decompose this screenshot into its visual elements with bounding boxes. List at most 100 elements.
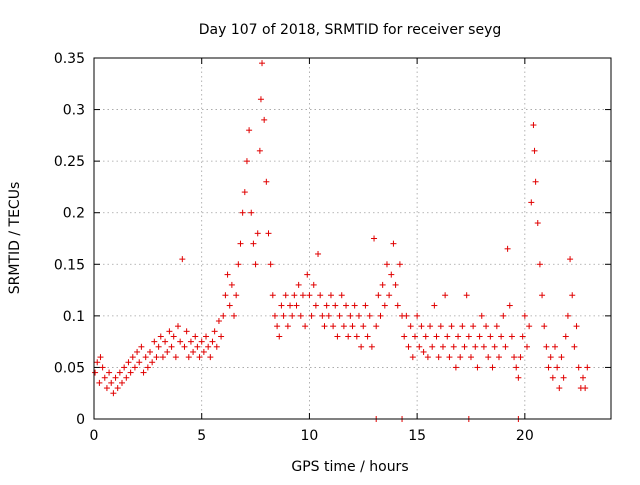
data-point [110,390,117,397]
data-point [439,343,446,350]
data-point [371,235,378,242]
data-point [92,369,99,376]
data-point [138,343,145,350]
data-point [304,271,311,278]
data-point [383,261,390,268]
data-point [134,348,141,355]
data-point [452,364,459,371]
data-points [92,60,591,422]
data-point [121,364,128,371]
y-axis-label: SRMTID / TECUs [7,182,23,295]
data-point [547,354,554,361]
data-point [556,385,563,392]
data-point [467,354,474,361]
data-point [495,354,502,361]
data-point [205,343,212,350]
data-point [94,359,101,366]
data-point [315,250,322,257]
data-point [287,302,294,309]
data-point [151,338,158,345]
data-point [528,199,535,206]
data-point [442,292,449,299]
y-tick-label: 0.35 [54,51,85,67]
data-point [364,333,371,340]
data-point [187,338,194,345]
data-point [416,343,423,350]
data-point [274,323,281,330]
data-point [297,312,304,319]
data-point [323,302,330,309]
x-tick-label: 10 [301,428,319,444]
data-point [179,256,186,263]
data-point [506,302,513,309]
data-point [437,323,444,330]
data-point [159,354,166,361]
data-point [291,292,298,299]
data-point [222,292,229,299]
data-point [418,323,425,330]
y-tick-label: 0.25 [54,154,85,170]
data-point [233,292,240,299]
data-point [164,348,171,355]
data-point [172,354,179,361]
data-point [140,369,147,376]
data-point [99,364,106,371]
data-point [162,338,169,345]
data-point [147,348,154,355]
data-point [351,302,358,309]
data-point [411,333,418,340]
data-point [373,323,380,330]
data-point [508,333,515,340]
data-point [282,292,289,299]
y-tick-label: 0 [76,412,85,428]
data-point [190,348,197,355]
data-point [347,312,354,319]
data-point [306,292,313,299]
data-point [276,333,283,340]
data-point [491,343,498,350]
data-point [330,323,337,330]
data-point [543,343,550,350]
data-point [284,323,291,330]
data-point [263,178,270,185]
data-point [573,323,580,330]
data-point [218,333,225,340]
data-point [511,354,518,361]
data-point [325,312,332,319]
data-point [531,147,538,154]
data-point [123,374,130,381]
data-point [485,354,492,361]
data-point [478,312,485,319]
data-point [360,323,367,330]
y-tick-label: 0.05 [54,360,85,376]
data-point [243,158,250,165]
data-point [265,230,272,237]
data-point [196,354,203,361]
data-point [429,343,436,350]
data-point [280,312,287,319]
data-point [515,374,522,381]
data-point [192,333,199,340]
data-point [96,379,103,386]
data-point [220,312,227,319]
data-point [211,328,218,335]
data-point [181,343,188,350]
data-point [474,364,481,371]
data-point [569,292,576,299]
data-point [170,333,177,340]
data-point [103,385,110,392]
data-point [299,292,306,299]
data-point [125,359,132,366]
data-point [261,116,268,123]
data-point [541,323,548,330]
data-point [394,302,401,309]
data-point [571,343,578,350]
data-point [127,369,134,376]
grid [94,58,611,419]
data-point [319,312,326,319]
data-point [166,328,173,335]
data-point [427,323,434,330]
data-point [157,333,164,340]
data-point [183,328,190,335]
data-point [293,302,300,309]
